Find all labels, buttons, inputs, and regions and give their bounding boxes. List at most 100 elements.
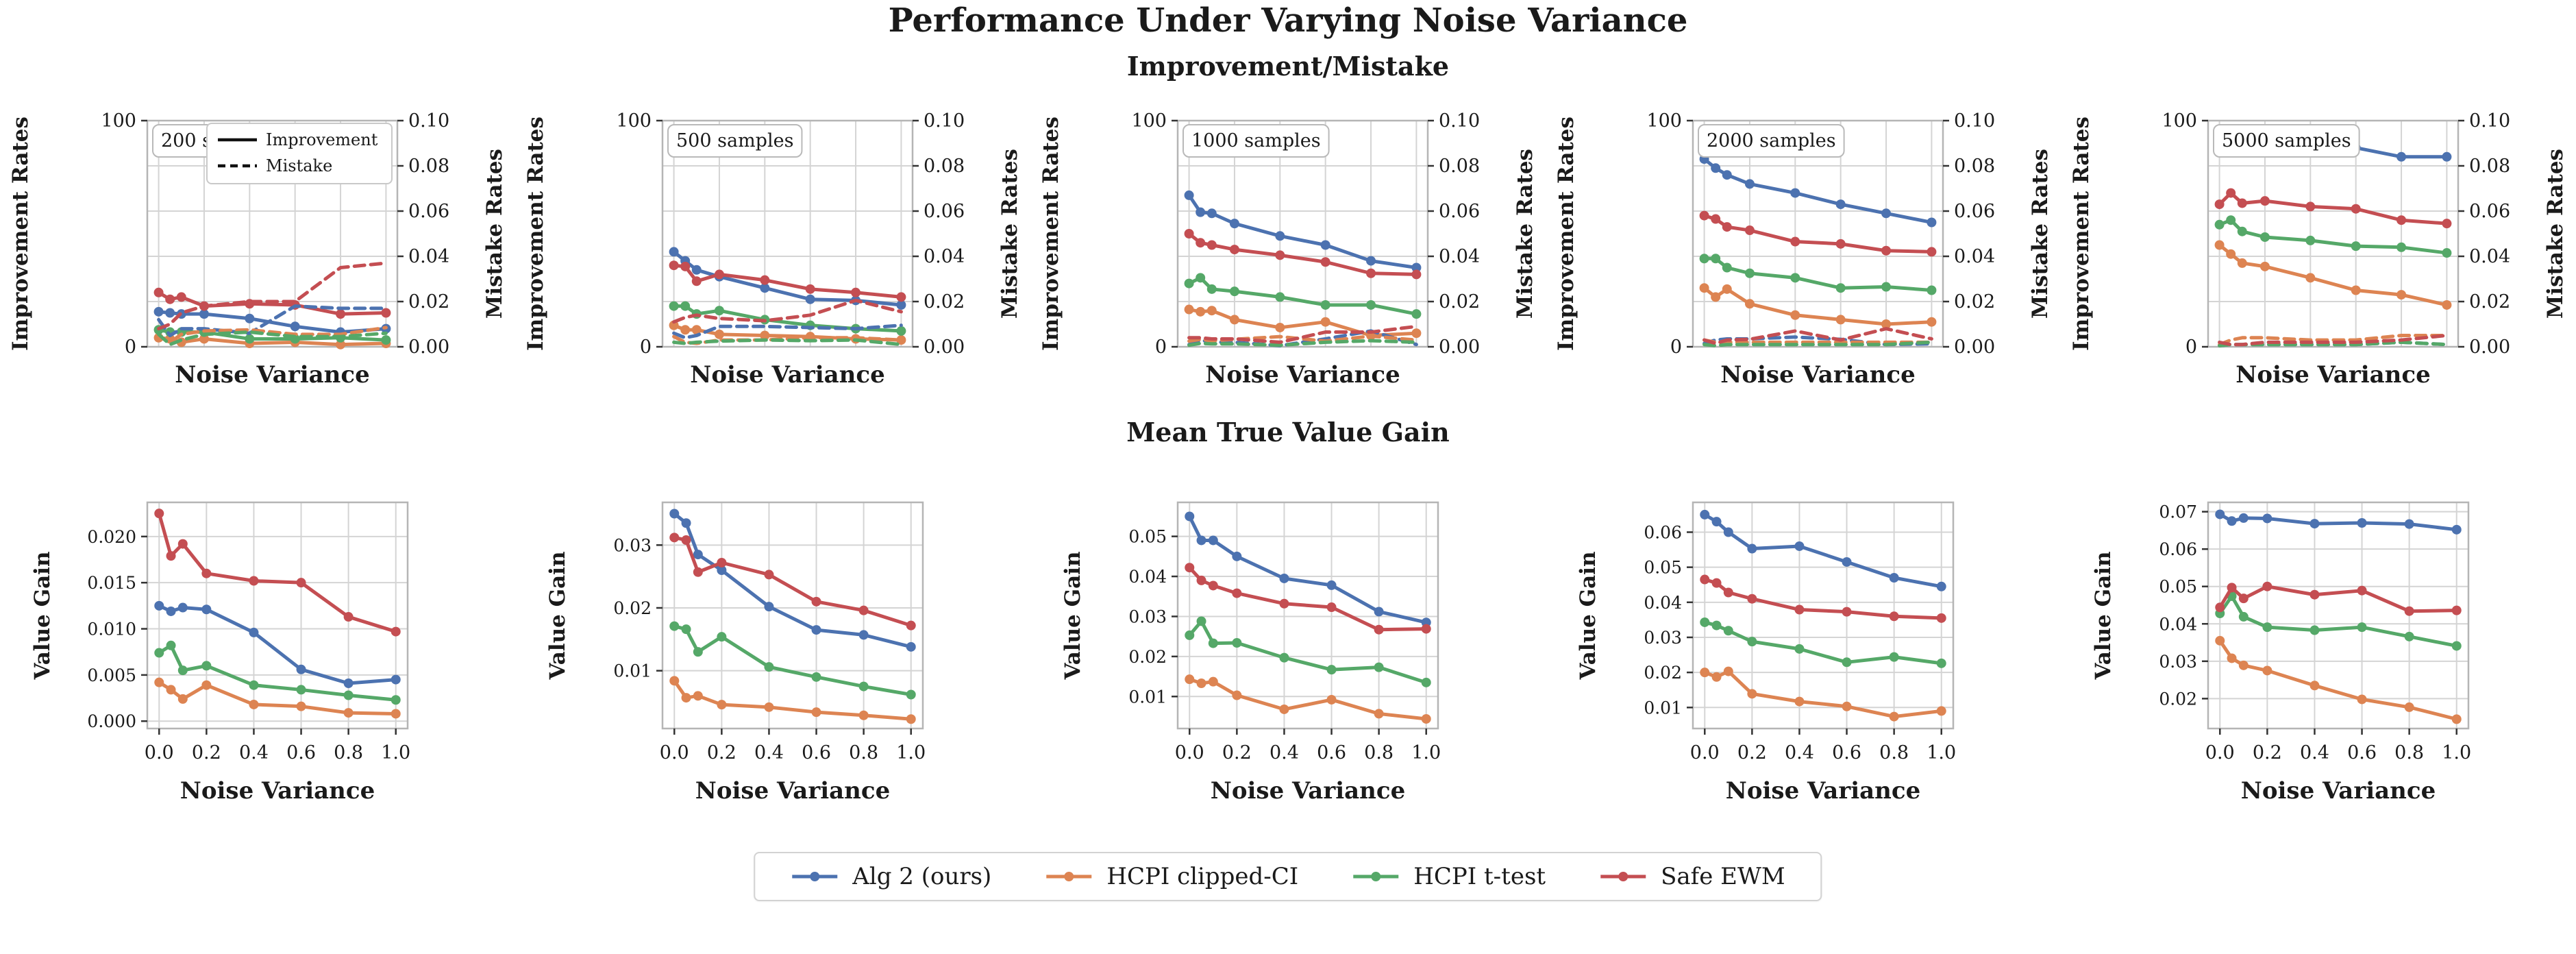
svg-text:0.10: 0.10 <box>1439 110 1480 132</box>
svg-text:Noise Variance: Noise Variance <box>695 777 890 805</box>
svg-text:Mistake Rates: Mistake Rates <box>2028 149 2053 319</box>
svg-text:0.4: 0.4 <box>1785 742 1814 763</box>
svg-text:Noise Variance: Noise Variance <box>180 777 375 805</box>
svg-text:Improvement: Improvement <box>266 130 378 149</box>
svg-text:0.04: 0.04 <box>2159 614 2197 634</box>
svg-text:0.2: 0.2 <box>707 742 736 763</box>
svg-text:0.04: 0.04 <box>1439 246 1480 267</box>
svg-text:0.8: 0.8 <box>1364 742 1394 763</box>
legend-label: Alg 2 (ours) <box>852 863 992 890</box>
legend-item-alg2: Alg 2 (ours) <box>791 863 991 890</box>
svg-text:2000 samples: 2000 samples <box>1707 130 1836 151</box>
value-gain-cell-1000-samples: 0.01 0.02 0.03 0.04 0.05 0.0 0.2 0.4 0.6 0.8 1.0 No… <box>1030 472 1546 845</box>
svg-text:0.03: 0.03 <box>1644 628 1682 648</box>
svg-text:0.03: 0.03 <box>1128 607 1167 626</box>
svg-text:0.07: 0.07 <box>2159 502 2197 522</box>
svg-text:Improvement Rates: Improvement Rates <box>1554 117 1578 351</box>
svg-text:0.6: 0.6 <box>2347 742 2377 763</box>
svg-text:0.02: 0.02 <box>613 598 652 618</box>
svg-text:0.00: 0.00 <box>1954 337 1995 358</box>
svg-text:0.04: 0.04 <box>1954 246 1995 267</box>
svg-text:Noise Variance: Noise Variance <box>1726 777 1920 805</box>
svg-text:0.00: 0.00 <box>924 337 965 358</box>
svg-text:0.03: 0.03 <box>2159 652 2197 672</box>
value-gain-chart-200: 0.000 0.005 0.010 0.015 0.020 0.0 0.2 0.4 0.6 0.8… <box>30 501 410 805</box>
svg-text:0.08: 0.08 <box>2469 156 2510 177</box>
svg-text:0.03: 0.03 <box>613 535 652 555</box>
svg-text:0.10: 0.10 <box>2469 110 2510 132</box>
svg-text:Noise Variance: Noise Variance <box>175 361 369 389</box>
legend-label: HCPI clipped-CI <box>1106 863 1299 890</box>
svg-text:100: 100 <box>101 110 136 132</box>
top-row-title: Improvement/Mistake <box>1126 51 1450 82</box>
bottom-row-title: Mean True Value Gain <box>1126 417 1450 448</box>
svg-text:0.0: 0.0 <box>1175 742 1204 763</box>
svg-text:Noise Variance: Noise Variance <box>2241 777 2436 805</box>
svg-text:Mistake: Mistake <box>266 156 332 175</box>
svg-text:100: 100 <box>2162 110 2197 132</box>
legend-line-icon-hcpi-t-test <box>1353 872 1399 881</box>
svg-text:0.01: 0.01 <box>613 661 652 681</box>
svg-text:0.04: 0.04 <box>1644 593 1682 613</box>
legend-line-icon-hcpi-clipped-ci <box>1046 872 1092 881</box>
svg-text:1.0: 1.0 <box>1927 742 1956 763</box>
svg-text:Value Gain: Value Gain <box>2091 552 2116 681</box>
svg-text:0.08: 0.08 <box>1439 156 1480 177</box>
svg-text:0: 0 <box>1670 337 1682 358</box>
svg-text:0.6: 0.6 <box>1317 742 1346 763</box>
improvement-mistake-chart-200: 0 100 0.00 0.02 0.04 0.06 0.08 0.10 Noise Varian… <box>8 110 507 389</box>
chart-cell-5000-samples: 0 100 0.00 0.02 0.04 0.06 0.08 0.10 Noise Varian… <box>2061 86 2576 398</box>
svg-text:0.010: 0.010 <box>87 620 136 639</box>
svg-text:0.08: 0.08 <box>1954 156 1995 177</box>
svg-text:0.2: 0.2 <box>192 742 221 763</box>
svg-text:0.06: 0.06 <box>1439 201 1480 222</box>
svg-text:Value Gain: Value Gain <box>1576 552 1600 681</box>
legend-label: Safe EWM <box>1661 863 1785 890</box>
svg-text:0.4: 0.4 <box>1270 742 1299 763</box>
value-gain-chart-1000: 0.01 0.02 0.03 0.04 0.05 0.0 0.2 0.4 0.6 0.8 1.0 No… <box>1061 501 1441 805</box>
svg-text:0.6: 0.6 <box>286 742 316 763</box>
chart-cell-200-samples: 0 100 0.00 0.02 0.04 0.06 0.08 0.10 Noise Varian… <box>0 86 515 398</box>
svg-text:0.8: 0.8 <box>2394 742 2424 763</box>
svg-text:0.8: 0.8 <box>849 742 878 763</box>
svg-text:0.2: 0.2 <box>1222 742 1252 763</box>
svg-text:0.000: 0.000 <box>87 711 136 731</box>
svg-text:Noise Variance: Noise Variance <box>690 361 884 389</box>
svg-text:Improvement Rates: Improvement Rates <box>523 117 548 351</box>
svg-text:0: 0 <box>1155 337 1167 358</box>
svg-text:0.020: 0.020 <box>87 527 136 547</box>
value-gain-chart-5000: 0.02 0.03 0.04 0.05 0.06 0.07 0.0 0.2 0.4 0.6 0.8 1… <box>2091 501 2471 805</box>
svg-text:1.0: 1.0 <box>896 742 926 763</box>
svg-text:0.0: 0.0 <box>1690 742 1720 763</box>
svg-text:0.8: 0.8 <box>334 742 363 763</box>
svg-text:0.2: 0.2 <box>2253 742 2282 763</box>
svg-text:0.06: 0.06 <box>1954 201 1995 222</box>
svg-text:Value Gain: Value Gain <box>545 552 570 681</box>
chart-cell-2000-samples: 0 100 0.00 0.02 0.04 0.06 0.08 0.10 Noise Varian… <box>1546 86 2061 398</box>
svg-text:0.6: 0.6 <box>1832 742 1861 763</box>
svg-text:0.6: 0.6 <box>802 742 831 763</box>
svg-text:Value Gain: Value Gain <box>1061 552 1085 681</box>
svg-text:0.04: 0.04 <box>1128 567 1167 587</box>
value-gain-chart-2000: 0.01 0.02 0.03 0.04 0.05 0.06 0.0 0.2 0.4 0.6 0.8 1… <box>1576 501 1956 805</box>
value-gain-cell-500-samples: 0.01 0.02 0.03 0.0 0.2 0.4 0.6 0.8 1.0 Noise Vari… <box>515 472 1030 845</box>
svg-text:0.08: 0.08 <box>924 156 965 177</box>
legend-item-hcpi-clipped-ci: HCPI clipped-CI <box>1045 863 1298 890</box>
svg-text:0.04: 0.04 <box>408 246 449 267</box>
svg-text:0: 0 <box>640 337 652 358</box>
svg-text:0.0: 0.0 <box>2205 742 2235 763</box>
svg-text:0.015: 0.015 <box>87 573 136 593</box>
svg-text:0.06: 0.06 <box>924 201 965 222</box>
svg-text:0.00: 0.00 <box>2469 337 2510 358</box>
svg-text:5000 samples: 5000 samples <box>2222 130 2351 151</box>
svg-text:0.00: 0.00 <box>1439 337 1480 358</box>
improvement-mistake-chart-1000: 0 100 0.00 0.02 0.04 0.06 0.08 0.10 Noise Varian… <box>1039 110 1537 389</box>
svg-text:0.4: 0.4 <box>754 742 784 763</box>
svg-text:Improvement Rates: Improvement Rates <box>1039 117 1063 351</box>
svg-text:0.02: 0.02 <box>1644 663 1682 683</box>
chart-cell-500-samples: 0 100 0.00 0.02 0.04 0.06 0.08 0.10 Noise Varian… <box>515 86 1030 398</box>
legend-item-hcpi-t-test: HCPI t-test <box>1352 863 1546 890</box>
legend-line-icon-alg2 <box>792 872 838 881</box>
svg-text:1.0: 1.0 <box>2442 742 2471 763</box>
